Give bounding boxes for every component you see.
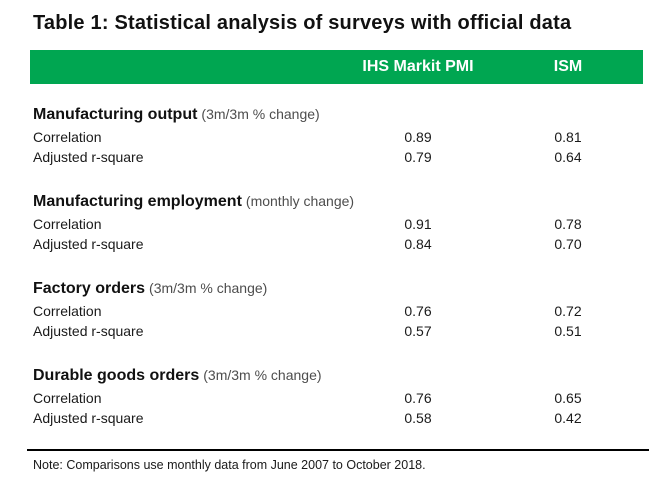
section-header: Manufacturing employment (monthly change): [30, 188, 643, 214]
value-ihs-markit-pmi: 0.91: [404, 216, 432, 232]
row-label: Adjusted r-square: [33, 149, 144, 165]
table-row: Correlation 0.89 0.81: [30, 127, 643, 147]
table-row: Adjusted r-square 0.79 0.64: [30, 147, 643, 167]
table-section: Manufacturing output (3m/3m % change) Corr…: [30, 101, 643, 167]
value-ihs-markit-pmi: 0.84: [404, 236, 432, 252]
row-label: Adjusted r-square: [33, 236, 144, 252]
row-label: Adjusted r-square: [33, 410, 144, 426]
table-body: Manufacturing output (3m/3m % change) Corr…: [30, 101, 643, 428]
value-ism: 0.42: [554, 410, 582, 426]
table-row: Adjusted r-square 0.58 0.42: [30, 408, 643, 428]
row-label: Correlation: [33, 129, 102, 145]
section-header: Manufacturing output (3m/3m % change): [30, 101, 643, 127]
value-ism: 0.78: [554, 216, 582, 232]
value-ism: 0.81: [554, 129, 582, 145]
table-section: Manufacturing employment (monthly change)…: [30, 188, 643, 254]
table-section: Factory orders (3m/3m % change) Correlatio…: [30, 275, 643, 341]
table-row: Correlation 0.76 0.65: [30, 388, 643, 408]
value-ihs-markit-pmi: 0.89: [404, 129, 432, 145]
row-label: Correlation: [33, 216, 102, 232]
value-ihs-markit-pmi: 0.57: [404, 323, 432, 339]
header-cell-empty: [30, 50, 343, 84]
value-ihs-markit-pmi: 0.58: [404, 410, 432, 426]
footer-divider: [27, 449, 649, 451]
header-cell-ihs-markit-pmi: IHS Markit PMI: [362, 58, 474, 75]
section-title: Manufacturing output: [33, 106, 198, 123]
table-header-row: IHS Markit PMI ISM: [30, 50, 643, 84]
table-row: Correlation 0.76 0.72: [30, 301, 643, 321]
value-ihs-markit-pmi: 0.76: [404, 390, 432, 406]
section-title: Manufacturing employment: [33, 193, 242, 210]
value-ihs-markit-pmi: 0.79: [404, 149, 432, 165]
footnote: Note: Comparisons use monthly data from …: [33, 458, 426, 472]
row-label: Correlation: [33, 303, 102, 319]
value-ism: 0.70: [554, 236, 582, 252]
section-qualifier: (3m/3m % change): [203, 367, 322, 383]
section-qualifier: (monthly change): [245, 193, 355, 209]
header-cell-ism: ISM: [553, 58, 583, 75]
row-label: Correlation: [33, 390, 102, 406]
section-title: Factory orders: [33, 280, 146, 297]
section-qualifier: (3m/3m % change): [149, 280, 268, 296]
row-label: Adjusted r-square: [33, 323, 144, 339]
value-ihs-markit-pmi: 0.76: [404, 303, 432, 319]
table-section: Durable goods orders (3m/3m % change) Corr…: [30, 362, 643, 428]
table-row: Correlation 0.91 0.78: [30, 214, 643, 234]
page-title: Table 1: Statistical analysis of surveys…: [33, 12, 572, 34]
section-header: Factory orders (3m/3m % change): [30, 275, 643, 301]
section-header: Durable goods orders (3m/3m % change): [30, 362, 643, 388]
value-ism: 0.72: [554, 303, 582, 319]
table-row: Adjusted r-square 0.84 0.70: [30, 234, 643, 254]
value-ism: 0.64: [554, 149, 582, 165]
table-row: Adjusted r-square 0.57 0.51: [30, 321, 643, 341]
value-ism: 0.65: [554, 390, 582, 406]
section-qualifier: (3m/3m % change): [201, 106, 320, 122]
value-ism: 0.51: [554, 323, 582, 339]
section-title: Durable goods orders: [33, 367, 200, 384]
